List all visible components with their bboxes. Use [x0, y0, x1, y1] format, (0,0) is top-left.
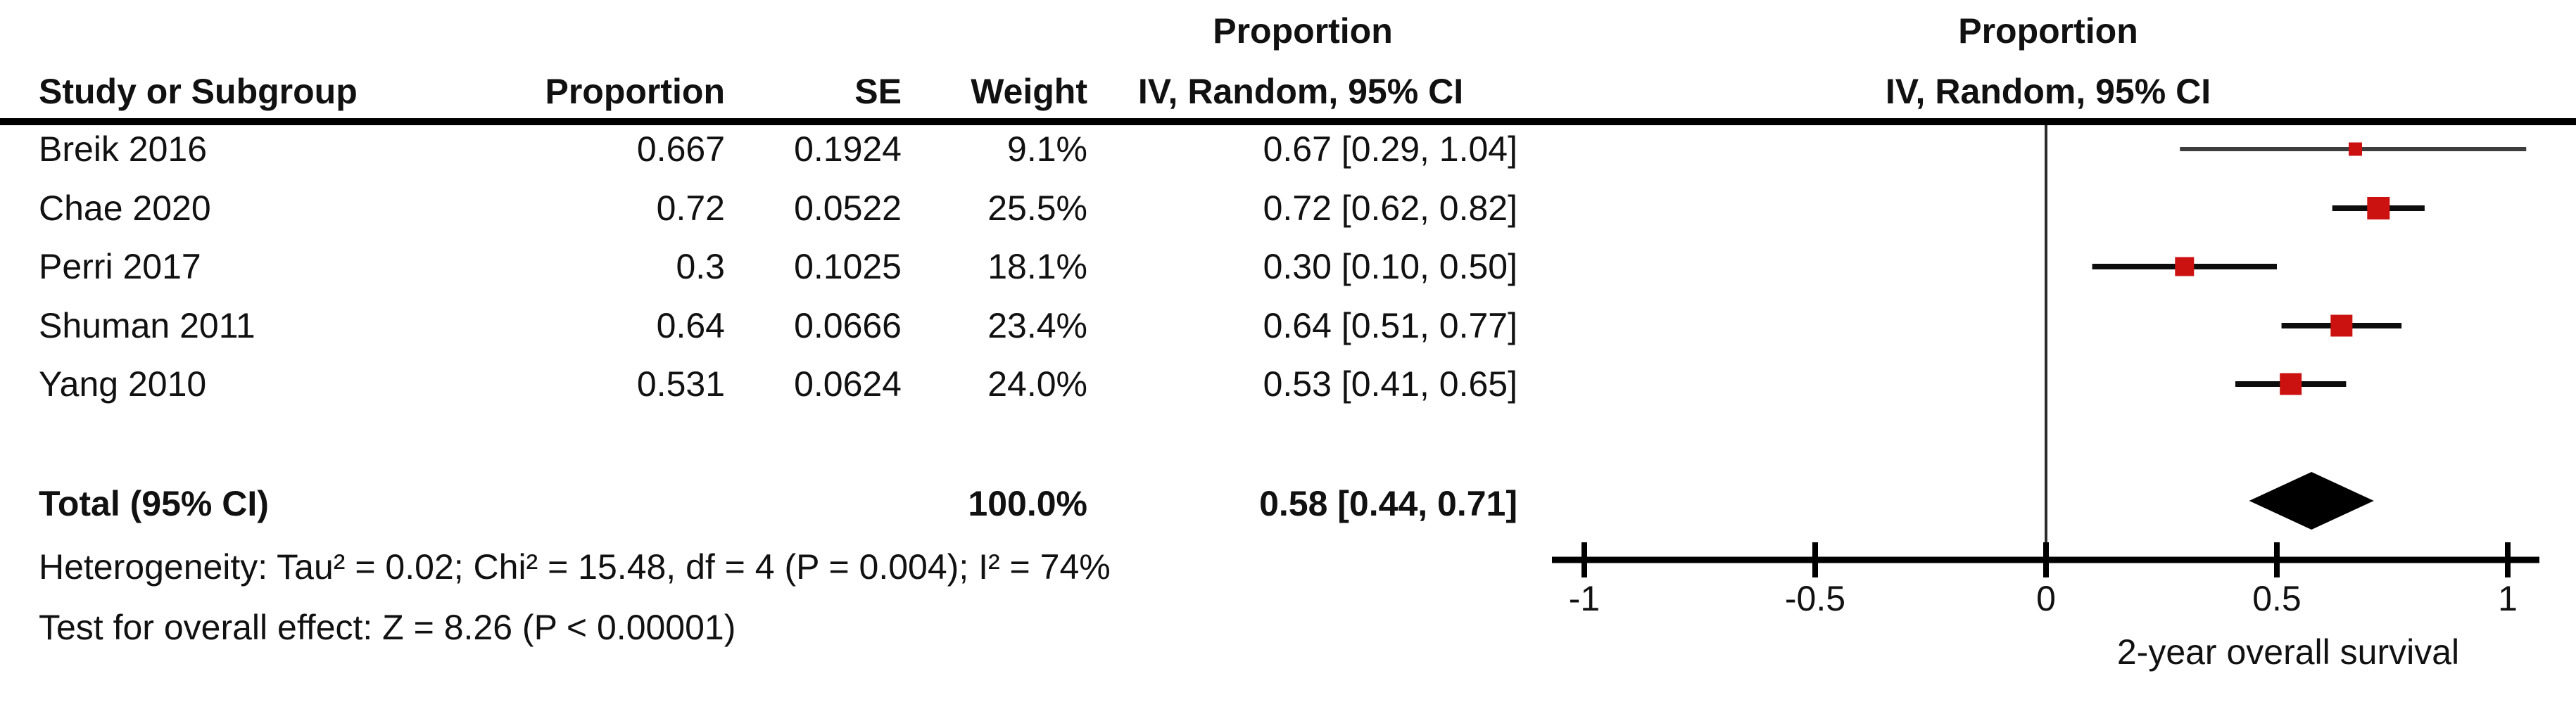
ci-value: 0.64 [0.51, 0.77]	[1263, 306, 1517, 345]
heterogeneity-text: Heterogeneity: Tau² = 0.02; Chi² = 15.48…	[39, 547, 1111, 587]
se-value: 0.0624	[794, 364, 902, 404]
total-ci-value: 0.58 [0.44, 0.71]	[1259, 484, 1517, 523]
axis-tick-label: -1	[1569, 579, 1600, 618]
proportion-value: 0.531	[636, 364, 725, 404]
ci-value: 0.72 [0.62, 0.82]	[1263, 189, 1517, 228]
weight-value: 23.4%	[987, 306, 1087, 345]
study-label: Shuman 2011	[39, 306, 255, 345]
weight-value: 25.5%	[987, 189, 1087, 228]
weight-value: 18.1%	[987, 247, 1087, 286]
total-weight: 100.0%	[968, 484, 1087, 523]
total-label: Total (95% CI)	[39, 484, 269, 523]
axis-tick-label: -0.5	[1785, 579, 1845, 618]
se-value: 0.0666	[794, 306, 902, 345]
axis-tick-label: 0	[2036, 579, 2056, 618]
ci-value: 0.67 [0.29, 1.04]	[1263, 129, 1517, 169]
plot-header-ci: IV, Random, 95% CI	[1885, 72, 2211, 111]
col-header-proportion: Proportion	[545, 72, 725, 111]
proportion-value: 0.3	[676, 247, 725, 286]
col-header-weight: Weight	[971, 72, 1087, 111]
overall-effect-text: Test for overall effect: Z = 8.26 (P < 0…	[39, 608, 736, 647]
effect-square	[2367, 197, 2390, 219]
proportion-value: 0.64	[656, 306, 725, 345]
axis-tick-label: 0.5	[2252, 579, 2302, 618]
effect-square	[2280, 373, 2302, 395]
col-header-ci: IV, Random, 95% CI	[1137, 72, 1464, 111]
study-label: Chae 2020	[39, 189, 211, 228]
proportion-value: 0.667	[636, 129, 725, 169]
ci-value: 0.30 [0.10, 0.50]	[1263, 247, 1517, 286]
header-rule	[0, 118, 2576, 125]
col-header-se: SE	[854, 72, 902, 111]
effect-square	[2330, 314, 2353, 337]
total-diamond	[2249, 472, 2374, 530]
study-label: Breik 2016	[39, 129, 208, 169]
proportion-value: 0.72	[656, 189, 725, 228]
ci-value: 0.53 [0.41, 0.65]	[1263, 364, 1517, 404]
column-group-proportion-left: Proportion	[1213, 11, 1393, 51]
col-header-study: Study or Subgroup	[39, 72, 358, 111]
se-value: 0.1924	[794, 129, 902, 169]
column-group-proportion-right: Proportion	[1958, 11, 2138, 51]
effect-square	[2349, 142, 2363, 156]
study-label: Yang 2010	[39, 364, 207, 404]
se-value: 0.1025	[794, 247, 902, 286]
axis-label: 2-year overall survival	[2117, 632, 2459, 672]
weight-value: 9.1%	[1007, 129, 1087, 169]
axis-tick-label: 1	[2498, 579, 2518, 618]
se-value: 0.0522	[794, 189, 902, 228]
weight-value: 24.0%	[987, 364, 1087, 404]
study-label: Perri 2017	[39, 247, 201, 286]
effect-square	[2175, 257, 2195, 276]
